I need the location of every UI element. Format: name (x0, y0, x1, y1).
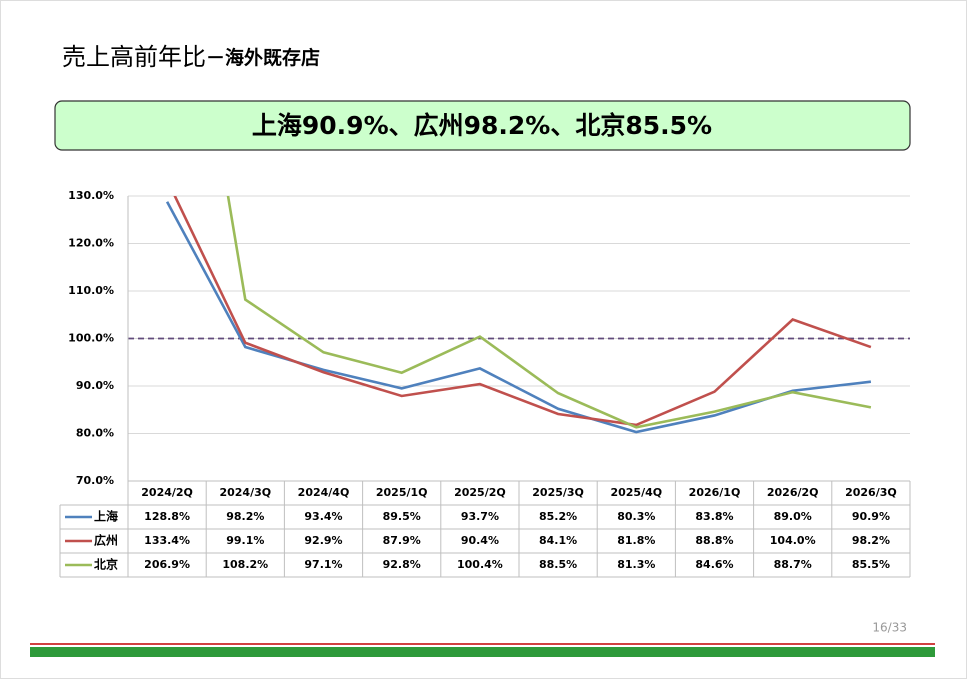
data-label: 89.0% (774, 510, 812, 523)
x-tick-label: 2024/3Q (219, 486, 271, 499)
y-tick-label: 110.0% (68, 284, 114, 297)
data-label: 85.2% (539, 510, 577, 523)
data-label: 100.4% (457, 558, 503, 571)
data-label: 89.5% (383, 510, 421, 523)
data-label: 92.9% (304, 534, 342, 547)
banner-box (54, 100, 911, 151)
data-label: 97.1% (304, 558, 342, 571)
subtitle: －海外既存店 (206, 46, 320, 69)
data-label: 81.8% (617, 534, 655, 547)
data-label: 93.4% (304, 510, 342, 523)
data-label: 93.7% (461, 510, 499, 523)
x-tick-label: 2026/1Q (689, 486, 741, 499)
series-line (173, 196, 872, 427)
y-tick-label: 90.0% (76, 379, 114, 392)
data-label: 81.3% (617, 558, 655, 571)
x-tick-label: 2025/1Q (376, 486, 428, 499)
data-label: 83.8% (695, 510, 733, 523)
data-label: 133.4% (144, 534, 190, 547)
series-line (226, 196, 872, 429)
data-label: 84.6% (695, 558, 733, 571)
title: 売上高前年比 (62, 43, 206, 71)
data-label: 92.8% (383, 558, 421, 571)
data-label: 88.7% (774, 558, 812, 571)
x-tick-label: 2024/4Q (298, 486, 350, 499)
page-number: 16/33 (872, 621, 907, 635)
y-tick-label: 70.0% (76, 474, 114, 487)
data-label: 88.5% (539, 558, 577, 571)
y-tick-label: 80.0% (76, 427, 114, 440)
data-label: 206.9% (144, 558, 190, 571)
x-tick-label: 2026/3Q (845, 486, 897, 499)
data-label: 98.2% (226, 510, 264, 523)
data-label: 104.0% (770, 534, 816, 547)
banner-text: 上海90.9%、広州98.2%、北京85.5% (252, 111, 712, 140)
legend-label: 広州 (94, 533, 118, 548)
data-label: 90.9% (852, 510, 890, 523)
data-label: 84.1% (539, 534, 577, 547)
y-tick-label: 100.0% (68, 332, 114, 345)
x-tick-label: 2026/2Q (767, 486, 819, 499)
data-label: 90.4% (461, 534, 499, 547)
data-label: 108.2% (222, 558, 268, 571)
data-label: 88.8% (695, 534, 733, 547)
footer-green-bar (30, 647, 935, 657)
y-tick-label: 120.0% (68, 237, 114, 250)
x-tick-label: 2025/2Q (454, 486, 506, 499)
data-label: 98.2% (852, 534, 890, 547)
legend-label: 上海 (94, 509, 118, 524)
x-tick-label: 2025/4Q (610, 486, 662, 499)
x-tick-label: 2024/2Q (141, 486, 193, 499)
legend-label: 北京 (94, 557, 118, 572)
y-tick-label: 130.0% (68, 189, 114, 202)
plot-area (165, 196, 872, 434)
x-tick-label: 2025/3Q (532, 486, 584, 499)
data-label: 80.3% (617, 510, 655, 523)
slide-title: 売上高前年比－海外既存店 (62, 43, 320, 71)
data-label: 128.8% (144, 510, 190, 523)
data-label: 99.1% (226, 534, 264, 547)
data-label: 87.9% (383, 534, 421, 547)
data-label: 85.5% (852, 558, 890, 571)
